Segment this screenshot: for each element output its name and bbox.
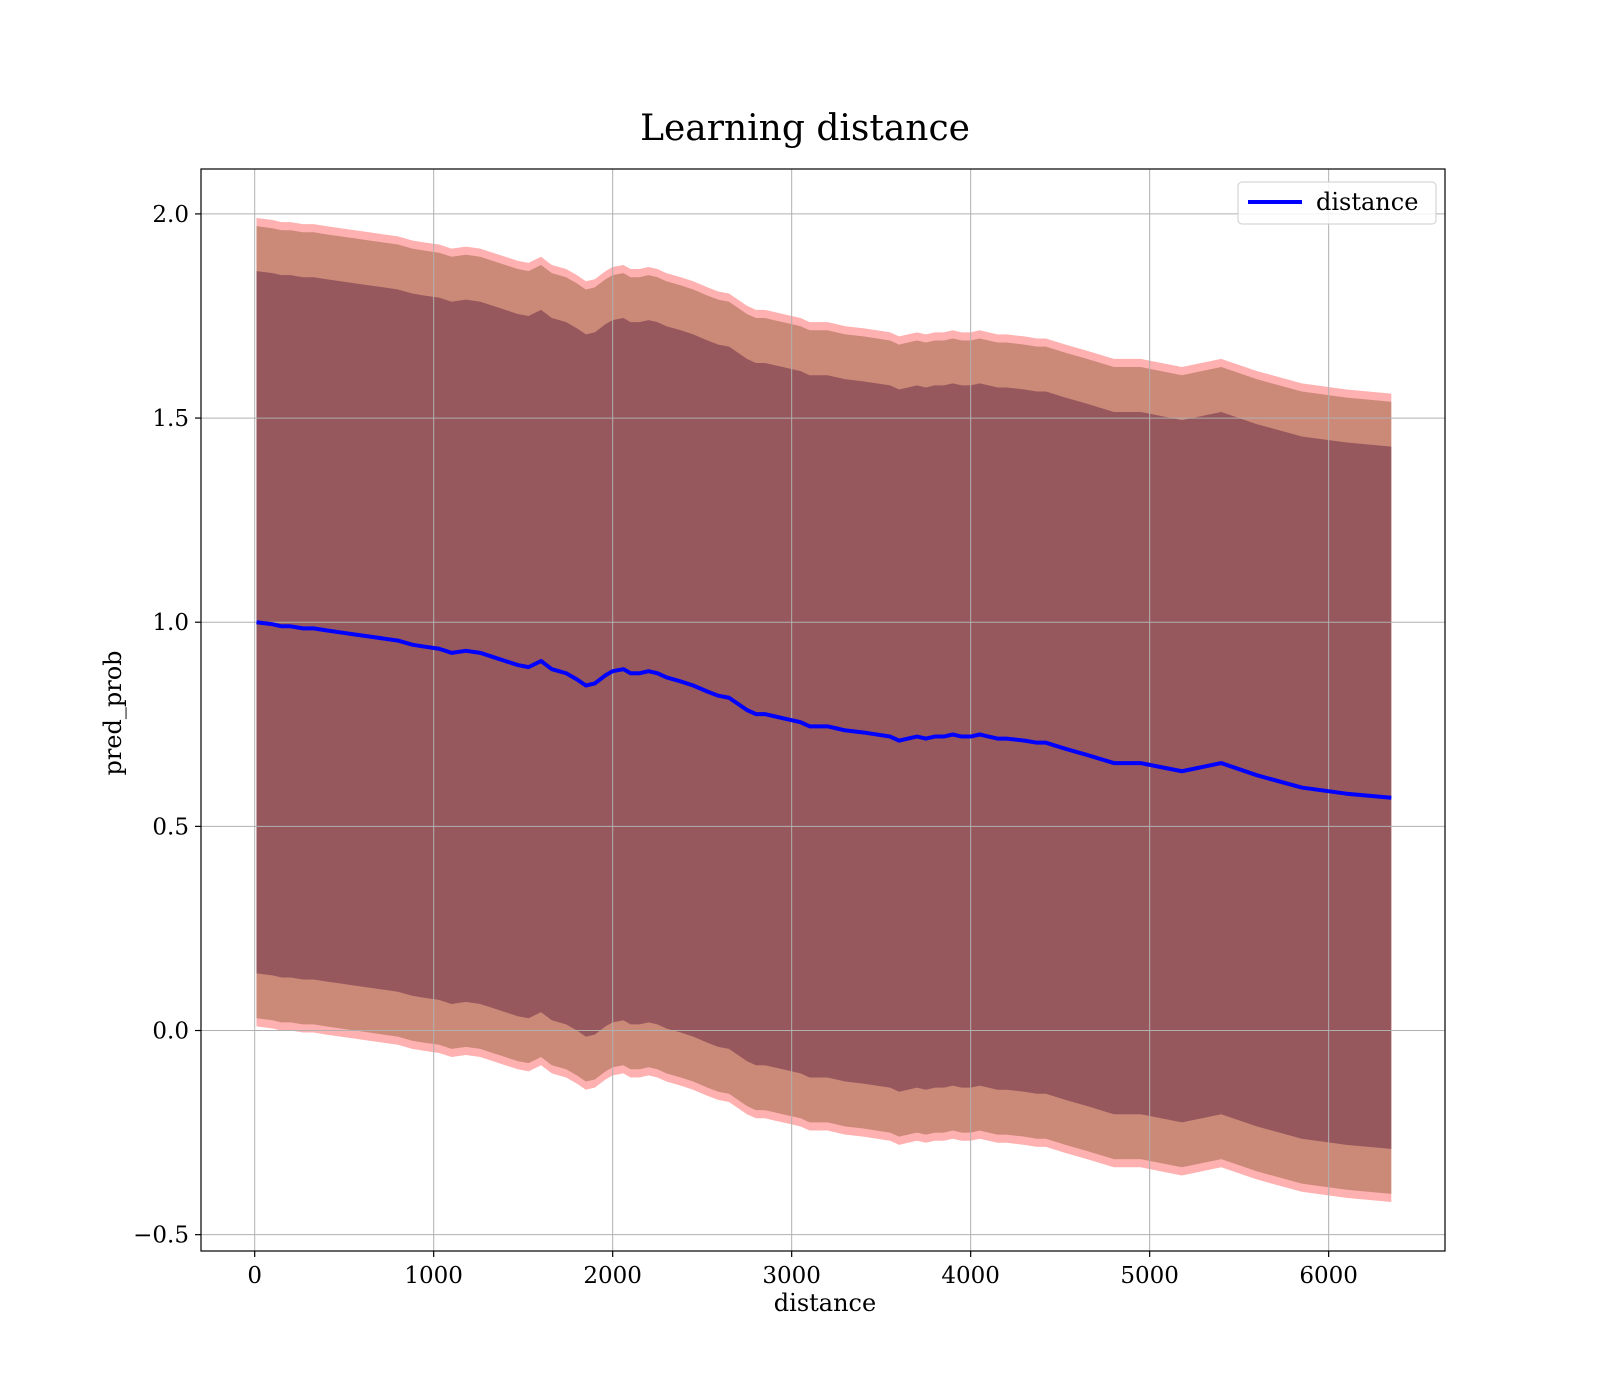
y-tick-label: 0.0	[152, 1019, 189, 1045]
y-tick-label: 0.5	[152, 814, 189, 840]
x-tick-label: 4000	[941, 1263, 1000, 1289]
plot-area	[200, 168, 1446, 1252]
series-lines	[256, 620, 1392, 800]
confidence-bands	[256, 217, 1392, 1203]
x-axis-label: distance	[774, 1289, 876, 1317]
plot-frame	[200, 168, 1446, 1252]
y-axis-label: pred_prob	[99, 650, 127, 775]
x-tick-label: 1000	[404, 1263, 463, 1289]
x-axis-ticks: 0 1000 2000 3000 4000 5000 6000	[247, 1251, 1358, 1289]
x-tick-label: 6000	[1299, 1263, 1358, 1289]
y-tick-label: 2.0	[152, 202, 189, 228]
y-tick-label: −0.5	[133, 1223, 189, 1249]
series-line-distance	[256, 620, 1392, 800]
chart-title: Learning distance	[640, 108, 970, 149]
x-tick-label: 2000	[583, 1263, 642, 1289]
band-inner	[256, 271, 1392, 1149]
legend-box	[1237, 181, 1437, 225]
y-tick-label: 1.5	[152, 406, 189, 432]
x-tick-label: 0	[247, 1263, 262, 1289]
legend: distance	[1237, 181, 1437, 225]
y-tick-label: 1.0	[152, 610, 189, 636]
x-tick-label: 5000	[1120, 1263, 1179, 1289]
x-tick-label: 3000	[762, 1263, 821, 1289]
y-axis-ticks: −0.5 0.0 0.5 1.0 1.5 2.0	[133, 202, 201, 1249]
legend-label-distance: distance	[1316, 188, 1418, 216]
grid	[201, 169, 1445, 1251]
